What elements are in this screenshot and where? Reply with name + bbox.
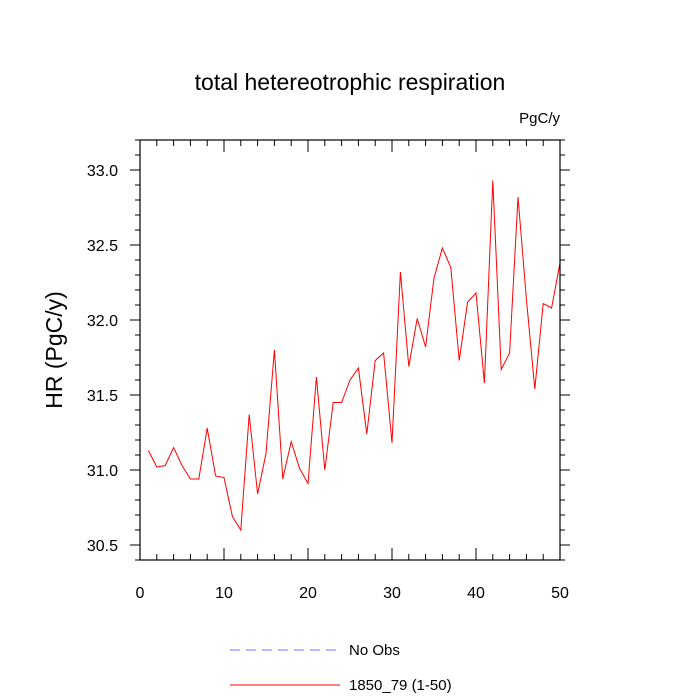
legend-label: 1850_79 (1-50) [349, 677, 452, 694]
x-tick-label: 40 [467, 585, 485, 602]
y-tick-label: 31.0 [87, 463, 118, 480]
x-tick-label: 10 [215, 585, 233, 602]
x-tick-label: 50 [551, 585, 569, 602]
axis-ticks [130, 139, 570, 561]
axis-tick-labels: 0 10 20 30 40 50 30.5 31.0 31.5 32.0 32.5 33.0 [87, 163, 569, 602]
chart-title: total hetereotrophic respiration [195, 69, 506, 95]
plot-frame [139, 139, 561, 561]
x-tick-label: 30 [383, 585, 401, 602]
legend: No Obs 1850_79 (1-50) [230, 642, 452, 694]
y-axis-label: HR (PgC/y) [41, 291, 67, 409]
y-tick-label: 33.0 [87, 163, 118, 180]
legend-label: No Obs [349, 642, 400, 659]
x-tick-label: 20 [299, 585, 317, 602]
y-tick-label: 30.5 [87, 538, 118, 555]
y-tick-label: 32.5 [87, 238, 118, 255]
series-lines [147, 180, 561, 532]
units-label: PgC/y [519, 110, 560, 127]
series-line [147, 180, 561, 532]
y-tick-label: 31.5 [87, 388, 118, 405]
x-tick-label: 0 [136, 585, 145, 602]
y-tick-label: 32.0 [87, 313, 118, 330]
